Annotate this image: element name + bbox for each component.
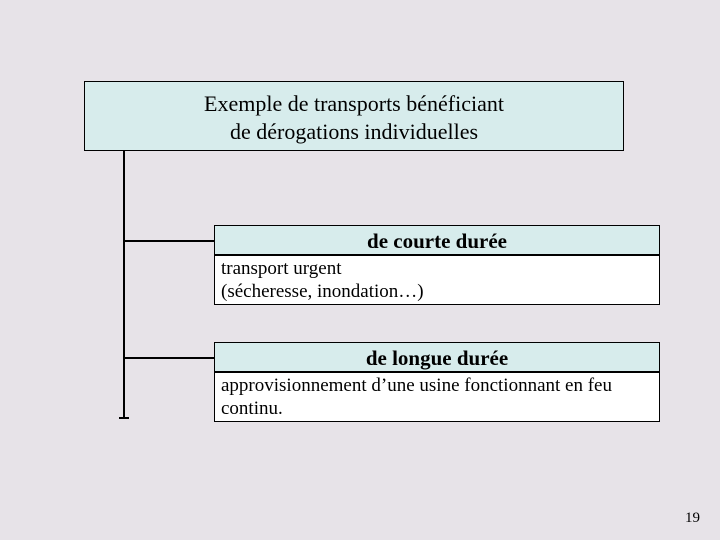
branch1-header: de courte durée [214,225,660,255]
branch1-body: transport urgent (sécheresse, inondation… [214,255,660,305]
branch2-header-text: de longue durée [366,346,508,370]
branch2-body-line2: continu. [221,398,283,419]
branch1-body-line1: transport urgent [221,258,342,279]
branch2-body: approvisionnement d’une usine fonctionna… [214,372,660,422]
slide-canvas: Exemple de transports bénéficiant de dér… [0,0,720,540]
branch1-body-line2: (sécheresse, inondation…) [221,281,424,302]
branch1-header-text: de courte durée [367,229,507,253]
page-number-text: 19 [685,510,700,526]
branch2-header: de longue durée [214,342,660,372]
branch2-body-line1: approvisionnement d’une usine fonctionna… [221,375,612,396]
page-number: 19 [685,510,700,527]
